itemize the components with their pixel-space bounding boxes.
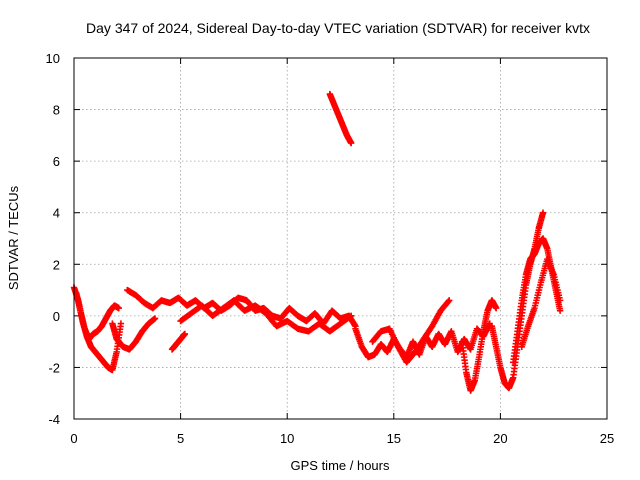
y-tick-label: 8 [53, 103, 60, 118]
y-tick-label: -2 [48, 360, 60, 375]
data-point [445, 298, 452, 305]
y-tick-label: -4 [48, 412, 60, 427]
series-track-e [177, 297, 355, 335]
data-point [492, 304, 500, 312]
data-point [151, 315, 159, 322]
data-point [115, 304, 122, 312]
y-tick-label: 6 [53, 154, 60, 169]
series-track-b [72, 289, 122, 343]
x-tick-label: 20 [493, 431, 507, 446]
x-tick-label: 5 [177, 431, 184, 446]
data-point [446, 297, 453, 304]
y-axis-label: SDTVAR / TECUs [6, 185, 21, 290]
data-point [181, 330, 189, 338]
chart-title: Day 347 of 2024, Sidereal Day-to-day VTE… [86, 20, 590, 36]
series-track-d [124, 286, 359, 330]
data-points [70, 90, 564, 394]
y-tick-label: 0 [53, 309, 60, 324]
series-track-j [458, 297, 500, 394]
x-tick-label: 25 [600, 431, 614, 446]
series-track-i [369, 297, 453, 366]
data-point [117, 320, 125, 327]
x-tick-label: 0 [70, 431, 77, 446]
x-tick-label: 10 [280, 431, 294, 446]
x-axis-label: GPS time / hours [291, 458, 390, 473]
series-track-g [326, 90, 355, 147]
series-track-c [109, 315, 159, 353]
series-track-m [518, 255, 564, 350]
data-point [556, 307, 564, 314]
data-point [539, 209, 547, 216]
series-track-f [168, 330, 189, 353]
series-track-a [70, 284, 125, 374]
data-point [556, 297, 564, 304]
y-tick-label: 10 [46, 51, 60, 66]
axis-ticks: 0 5 10 15 20 25 -4 -2 0 2 4 6 8 10 [46, 51, 615, 446]
y-tick-label: 2 [53, 257, 60, 272]
y-tick-label: 4 [53, 206, 60, 221]
plot-frame [73, 57, 608, 420]
x-tick-label: 15 [387, 431, 401, 446]
data-point [347, 139, 355, 147]
data-point [347, 312, 355, 320]
